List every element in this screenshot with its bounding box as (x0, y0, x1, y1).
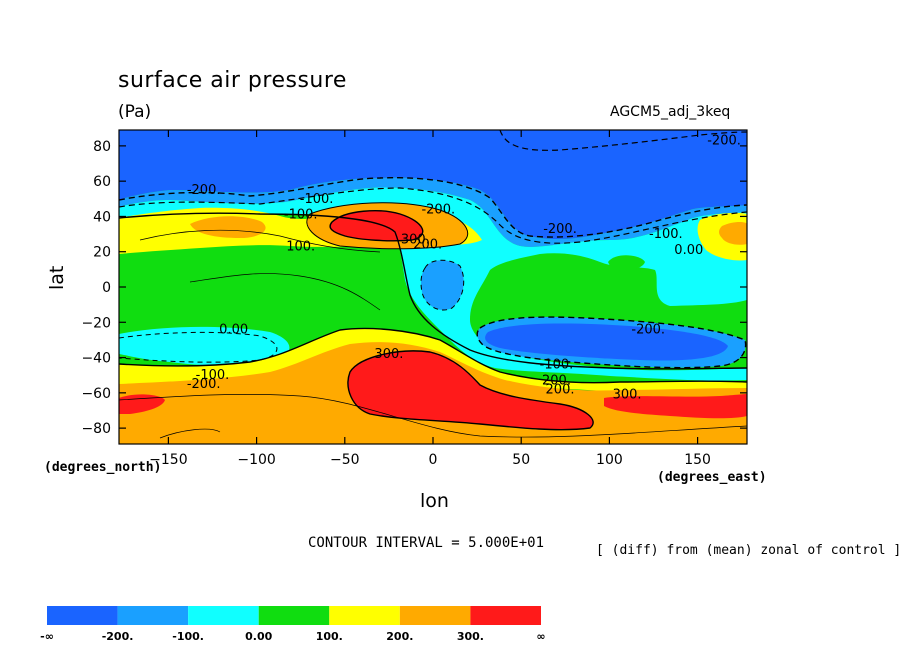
field-north-mid (119, 177, 747, 247)
contour-thin-4 (159, 428, 221, 439)
contour-north-dashed (119, 176, 747, 238)
x-tick-label: 100 (596, 452, 623, 468)
colorbar-label: 100. (316, 630, 343, 643)
field-east-orange (719, 222, 747, 245)
field-green-island (608, 255, 645, 271)
colorbar-label: 300. (457, 630, 484, 643)
contour-label: 200. (413, 238, 442, 253)
contour-thin-3 (119, 393, 747, 438)
colorbar: -∞ -200. -100. 0.00 100. 200. 300. ∞ (40, 606, 546, 643)
y-tick-label: −20 (81, 315, 111, 331)
units-label: (Pa) (118, 102, 152, 122)
contour-label: -100. (649, 227, 683, 242)
colorbar-label: 0.00 (245, 630, 272, 643)
field-south-red-main (348, 350, 594, 430)
y-tick-label: −60 (81, 386, 111, 402)
contour-thin-1 (139, 229, 381, 253)
contour-label: -100. (540, 358, 574, 373)
y-axis-label: lat (46, 265, 68, 290)
field-north-low (119, 130, 747, 240)
contour-label: -100. (196, 368, 230, 383)
contour-label: -200. (187, 377, 221, 392)
x-axis-units: (degrees_east) (657, 470, 767, 485)
y-tick-label: 40 (93, 209, 111, 225)
contour-label: -100. (300, 192, 334, 207)
colorbar-swatch (117, 606, 189, 625)
x-tick-label: 0 (429, 452, 438, 468)
contour-label: -200. (187, 183, 221, 198)
filled-contour-field (119, 130, 747, 444)
colorbar-swatch (329, 606, 400, 625)
axes: −150 −100 −50 0 50 100 150 80 60 40 20 0 −20 −40 −60 −8… (81, 130, 747, 468)
contour-label: 300. (613, 388, 642, 403)
y-tick-label: 80 (93, 139, 111, 155)
y-tick-label: 0 (102, 280, 111, 296)
colorbar-label: -200. (102, 630, 134, 643)
colorbar-swatch (258, 606, 330, 625)
contour-south-300 (347, 350, 594, 431)
contour-north-300 (329, 210, 424, 242)
contour-north-dashed-2 (119, 187, 747, 244)
colorbar-swatch (399, 606, 471, 625)
contour-west-dashed (119, 331, 278, 363)
colorbar-label: -100. (172, 630, 204, 643)
y-tick-label: −40 (81, 351, 111, 367)
field-west-cyan (119, 326, 290, 366)
contour-label: -200. (421, 202, 455, 217)
contour-label: -100. (284, 208, 318, 223)
contour-polar-dashed (499, 130, 747, 151)
colorbar-swatch (470, 606, 541, 625)
x-tick-label: −150 (149, 452, 187, 468)
contour-label: 200. (542, 373, 571, 388)
x-tick-label: 50 (512, 452, 530, 468)
x-tick-label: −50 (330, 452, 360, 468)
colorbar-label: -∞ (40, 630, 54, 643)
contour-label: 0.00 (219, 322, 248, 337)
contour-label: -200. (707, 134, 741, 149)
contour-label: -200. (543, 222, 577, 237)
x-tick-label: 150 (684, 452, 711, 468)
colorbar-label: ∞ (536, 630, 545, 643)
run-label: AGCM5_adj_3keq (610, 104, 731, 120)
contour-interval: CONTOUR INTERVAL = 5.000E+01 (308, 535, 545, 551)
contour-thin-2 (189, 273, 381, 311)
contour-label: 300. (374, 347, 403, 362)
field-tropic-low (421, 260, 464, 311)
chart-title: surface air pressure (118, 68, 347, 93)
x-tick-label: −100 (237, 452, 275, 468)
contour-label: -200. (631, 322, 665, 337)
contour-lines (119, 130, 747, 439)
y-tick-label: −80 (81, 421, 111, 437)
x-axis-label: lon (420, 490, 449, 512)
field-south-red-east (604, 394, 747, 419)
contour-south-low-dashed (476, 316, 747, 369)
y-tick-label: 20 (93, 245, 111, 261)
colorbar-swatch (188, 606, 259, 625)
y-axis-units: (degrees_north) (44, 460, 162, 475)
colorbar-swatch (47, 606, 118, 625)
contour-north-200 (306, 202, 469, 250)
contour-label-layer: -200.-200.-100.-100.100.-200.300.200.-20… (187, 134, 741, 403)
field-south-low (485, 323, 728, 361)
contour-zero-north (119, 212, 747, 370)
contour-tropic-dashed (420, 259, 465, 311)
contour-label: 100. (286, 239, 315, 254)
contour-label: 300. (401, 232, 430, 247)
diff-note: [ (diff) from (mean) zonal of control ] (596, 543, 902, 558)
contour-label: 0.00 (674, 243, 703, 258)
contour-south-band (119, 327, 747, 384)
contour-label: 200. (546, 382, 575, 397)
y-tick-label: 60 (93, 174, 111, 190)
colorbar-label: 200. (386, 630, 413, 643)
